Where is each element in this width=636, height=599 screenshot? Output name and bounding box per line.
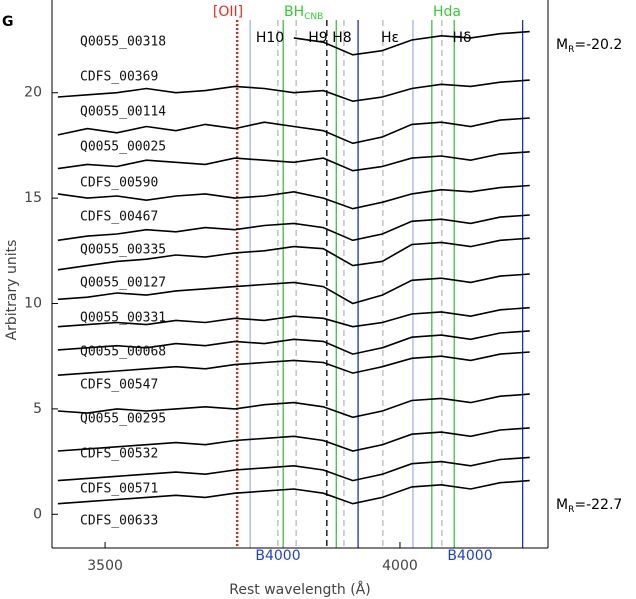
annotation: BHCNB xyxy=(284,4,323,22)
spectrum xyxy=(57,393,530,419)
spectrum xyxy=(57,184,530,210)
annotation-text: [OII] xyxy=(213,4,243,20)
x-tick-label: 4000 xyxy=(382,558,418,574)
annotation: [OII] xyxy=(213,4,243,20)
y-tick-label: 20 xyxy=(24,85,42,101)
spectrum xyxy=(57,237,530,271)
annotation: H8 xyxy=(332,30,351,46)
annotation: Hε xyxy=(381,30,399,46)
annotation-text: BH xyxy=(284,4,304,20)
annotation-value: =-20.2 xyxy=(574,37,622,53)
annotation: B4000 xyxy=(255,548,300,564)
annotation: MR=-22.7 xyxy=(556,497,622,515)
annotation-text: H9 xyxy=(308,30,327,46)
x-axis-label: Rest wavelength (Å) xyxy=(229,581,370,598)
annotation-subscript: R xyxy=(568,45,574,55)
y-tick-label: 5 xyxy=(33,401,42,417)
y-tick-label: 15 xyxy=(24,190,42,206)
annotation-value: =-22.7 xyxy=(574,497,622,513)
annotation-text: H10 xyxy=(256,30,284,46)
annotation: Hda xyxy=(433,4,461,20)
annotation: H9 xyxy=(308,30,327,46)
spectrum-label: CDFS_00532 xyxy=(80,447,158,462)
spectrum-label: Q0055_00127 xyxy=(80,276,166,291)
annotation: H10 xyxy=(256,30,284,46)
spectrum-label: Q0055_00295 xyxy=(80,412,166,427)
spectrum-label: CDFS_00547 xyxy=(80,378,158,393)
spectrum xyxy=(57,79,530,103)
annotation-text: M xyxy=(556,37,568,53)
spectrum-label: CDFS_00571 xyxy=(80,482,158,497)
y-tick-label: 10 xyxy=(24,296,42,312)
spectrum-label: Q0055_00025 xyxy=(80,140,166,155)
y-tick-label: 0 xyxy=(33,506,42,522)
spectrum-label: Q0055_00068 xyxy=(80,345,166,360)
annotation-text: Hda xyxy=(433,4,461,20)
spectrum xyxy=(57,214,530,242)
spectrum-label: CDFS_00467 xyxy=(80,210,158,225)
spectrum-label: CDFS_00369 xyxy=(80,70,158,85)
spectrum-label: CDFS_00633 xyxy=(80,514,158,529)
spectrum xyxy=(57,351,530,376)
spectrum-label: Q0055_00331 xyxy=(80,311,166,326)
spectrum xyxy=(57,151,530,172)
annotation-text: Hε xyxy=(381,30,399,46)
spectrum xyxy=(57,479,530,505)
annotation-text: H8 xyxy=(332,30,351,46)
annotation-text: B4000 xyxy=(255,548,300,564)
annotation-text: Hδ xyxy=(452,30,471,46)
spectrum xyxy=(57,330,530,355)
spectrum-label: Q0055_00114 xyxy=(80,105,166,120)
spectrum xyxy=(293,30,530,56)
annotation: MR=-20.2 xyxy=(556,37,622,55)
spectrum-label: Q0055_00318 xyxy=(80,35,166,50)
annotation-subscript: R xyxy=(568,505,574,515)
annotation-subscript: CNB xyxy=(304,12,323,22)
spectrum xyxy=(57,456,530,482)
annotation: B4000 xyxy=(447,548,492,564)
annotation: Hδ xyxy=(452,30,471,46)
spectrum-label: CDFS_00590 xyxy=(80,176,158,191)
spectrum xyxy=(57,273,530,305)
y-axis-label: Arbitrary units xyxy=(4,240,20,341)
spectrum xyxy=(57,427,530,452)
spectrum xyxy=(57,117,530,145)
annotation-text: M xyxy=(556,497,568,513)
spectrum-label: Q0055_00335 xyxy=(80,243,166,258)
x-tick-label: 3500 xyxy=(87,558,123,574)
panel-label: G xyxy=(2,14,14,30)
annotation-text: B4000 xyxy=(447,548,492,564)
spectrum xyxy=(57,306,530,328)
